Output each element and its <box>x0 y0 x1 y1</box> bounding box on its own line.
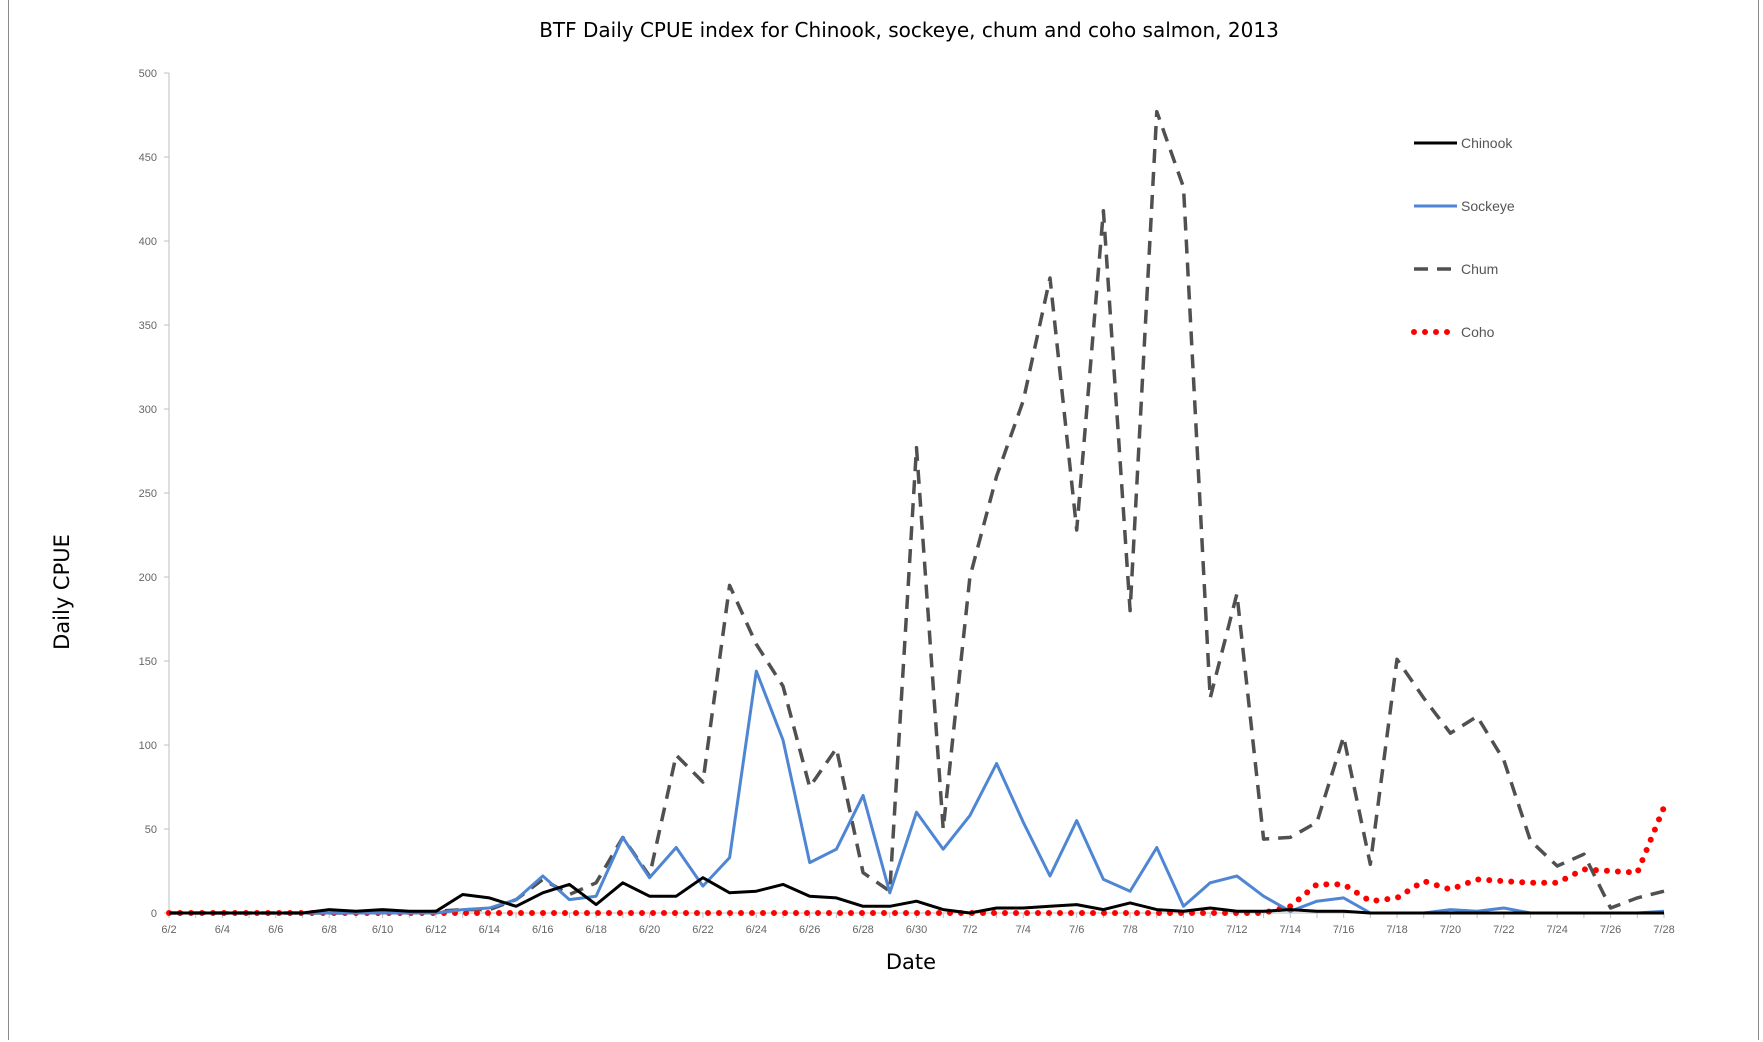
x-tick-label: 6/2 <box>161 924 176 936</box>
x-tick-label: 7/6 <box>1069 924 1084 936</box>
y-tick-label: 50 <box>145 824 157 836</box>
y-tick-label: 100 <box>139 740 157 752</box>
x-tick-label: 7/10 <box>1173 924 1194 936</box>
chart-frame: BTF Daily CPUE index for Chinook, sockey… <box>8 0 1759 1040</box>
x-tick-label: 6/10 <box>372 924 393 936</box>
x-tick-label: 6/24 <box>746 924 767 936</box>
series-line-sockeye <box>169 669 1665 915</box>
series-line-chinook <box>169 876 1664 915</box>
y-tick-label: 300 <box>139 404 157 416</box>
y-tick-label: 400 <box>139 236 157 248</box>
x-tick-label: 6/26 <box>799 924 820 936</box>
x-tick-label: 6/12 <box>425 924 446 936</box>
x-tick-label: 7/24 <box>1547 924 1568 936</box>
chart-canvas: BTF Daily CPUE index for Chinook, sockey… <box>50 18 1675 974</box>
x-tick-label: 7/18 <box>1386 924 1407 936</box>
x-tick-label: 6/16 <box>532 924 553 936</box>
x-tick-label: 6/30 <box>906 924 927 936</box>
x-tick-label: 7/26 <box>1600 924 1621 936</box>
y-axis: 0 50 100 150 200 250 300 350 400 450 500 <box>139 68 169 920</box>
x-tick-label: 7/2 <box>962 924 977 936</box>
legend-label-chum: Chum <box>1461 261 1498 277</box>
plot-area <box>166 109 1667 916</box>
y-tick-label: 0 <box>151 908 157 920</box>
legend-label-sockeye: Sockeye <box>1461 198 1515 214</box>
y-axis-title: Daily CPUE <box>50 534 74 650</box>
x-tick-label: 6/14 <box>479 924 500 936</box>
y-tick-label: 450 <box>139 152 157 164</box>
chart-title: BTF Daily CPUE index for Chinook, sockey… <box>539 18 1279 42</box>
x-tick-label: 7/14 <box>1280 924 1301 936</box>
x-axis: 6/2 6/4 6/6 6/8 6/10 6/12 6/14 6/16 6/18 6/20 6/22… <box>161 913 1675 936</box>
series-line-chum <box>169 109 1665 915</box>
x-tick-label: 6/6 <box>268 924 283 936</box>
y-tick-label: 350 <box>139 320 157 332</box>
x-tick-label: 6/18 <box>585 924 606 936</box>
x-tick-label: 7/12 <box>1226 924 1247 936</box>
x-tick-label: 6/28 <box>852 924 873 936</box>
x-tick-label: 7/8 <box>1122 924 1137 936</box>
x-tick-label: 6/8 <box>322 924 337 936</box>
y-tick-label: 500 <box>139 68 157 80</box>
x-tick-label: 7/28 <box>1653 924 1674 936</box>
y-tick-label: 200 <box>139 572 157 584</box>
x-tick-label: 7/20 <box>1440 924 1461 936</box>
x-tick-label: 6/22 <box>692 924 713 936</box>
x-tick-label: 6/4 <box>215 924 230 936</box>
y-tick-label: 150 <box>139 656 157 668</box>
x-tick-label: 7/16 <box>1333 924 1354 936</box>
legend-label-chinook: Chinook <box>1461 135 1513 151</box>
x-axis-title: Date <box>886 950 936 974</box>
x-tick-label: 7/22 <box>1493 924 1514 936</box>
series-line-coho <box>166 804 1667 916</box>
x-tick-label: 7/4 <box>1016 924 1031 936</box>
y-tick-label: 250 <box>139 488 157 500</box>
x-tick-label: 6/20 <box>639 924 660 936</box>
legend-label-coho: Coho <box>1461 324 1495 340</box>
legend: Chinook Sockeye Chum Coho <box>1411 135 1515 340</box>
